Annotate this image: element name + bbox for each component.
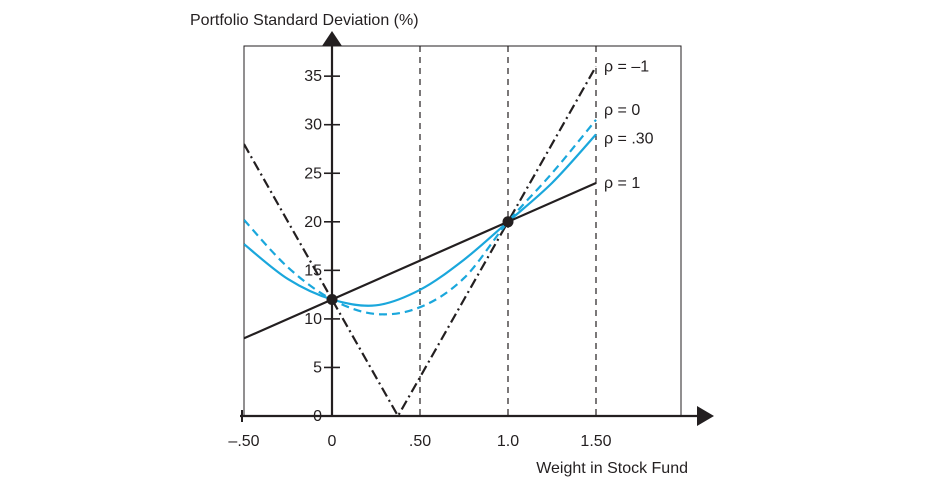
series-label: ρ = 1 [604,175,640,192]
series-label: ρ = .30 [604,130,654,147]
series-label: ρ = –1 [604,58,649,75]
x-tick-label: 1.0 [497,433,519,450]
y-tick-label: 35 [304,68,322,85]
y-tick-label: 0 [313,408,322,425]
x-tick-label: 1.50 [580,433,611,450]
y-axis-label: Portfolio Standard Deviation (%) [190,12,419,29]
y-tick-label: 10 [304,311,322,328]
series-line-1 [244,65,597,416]
y-axis-arrow [322,31,342,46]
x-tick-label: .50 [409,433,431,450]
series-line-3 [244,133,597,307]
series-line-2 [244,119,597,316]
y-tick-label: 20 [304,214,322,231]
x-tick-label: –.50 [228,433,259,450]
y-tick-label: 5 [313,359,322,376]
y-tick-label: 30 [304,117,322,134]
data-point [326,293,338,305]
x-axis-label: Weight in Stock Fund [536,460,688,477]
y-tick-label: 25 [304,165,322,182]
x-axis-arrow [697,406,714,426]
series-line-4 [244,181,597,340]
y-tick-label: 15 [304,262,322,279]
data-point [502,216,514,228]
x-tick-label: 0 [328,433,337,450]
series-label: ρ = 0 [604,102,640,119]
